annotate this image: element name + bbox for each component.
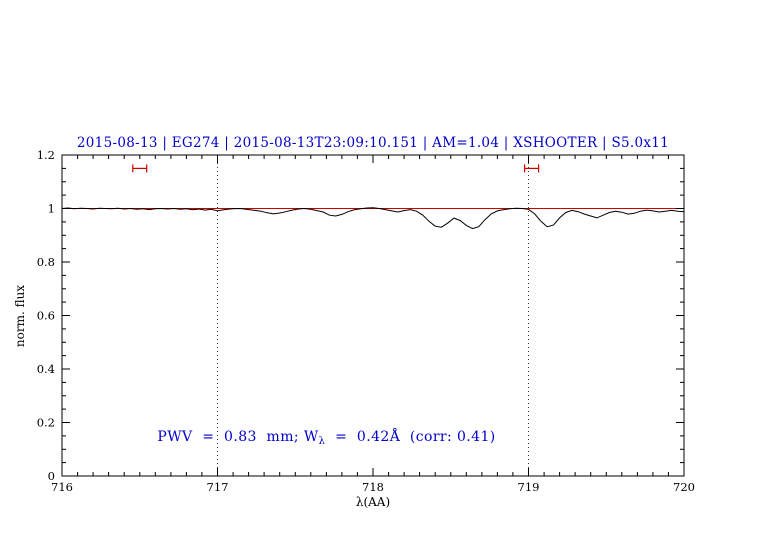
y-tick-label: 0 xyxy=(48,469,55,483)
y-tick-label: 1.2 xyxy=(37,148,55,162)
x-tick-label: 716 xyxy=(51,480,73,494)
band-interval-marker xyxy=(523,164,540,173)
y-tick-label: 0.6 xyxy=(37,309,55,323)
pwv-annotation: PWV = 0.83 mm; Wλ = 0.42Å (corr: 0.41) xyxy=(138,413,496,463)
y-tick-label: 0.4 xyxy=(37,362,55,376)
x-tick-label: 718 xyxy=(362,480,384,494)
x-tick-label: 720 xyxy=(673,480,695,494)
y-tick-label: 0.8 xyxy=(37,255,55,269)
pwv-annotation-subscript: λ xyxy=(318,436,326,447)
y-tick-label: 1 xyxy=(48,202,55,216)
x-tick-label: 719 xyxy=(518,480,540,494)
y-axis-label: norm. flux xyxy=(13,284,27,348)
spectrum-line xyxy=(61,207,685,230)
y-tick-label: 0.2 xyxy=(37,416,55,430)
x-tick-label: 717 xyxy=(207,480,229,494)
pwv-annotation-prefix: PWV = 0.83 mm; W xyxy=(157,429,319,445)
pwv-annotation-suffix: = 0.42Å (corr: 0.41) xyxy=(325,429,496,445)
plot-title: 2015-08-13 | EG274 | 2015-08-13T23:09:10… xyxy=(76,135,670,151)
band-interval-marker xyxy=(132,164,148,173)
x-axis-label: λ(AA) xyxy=(355,495,391,509)
